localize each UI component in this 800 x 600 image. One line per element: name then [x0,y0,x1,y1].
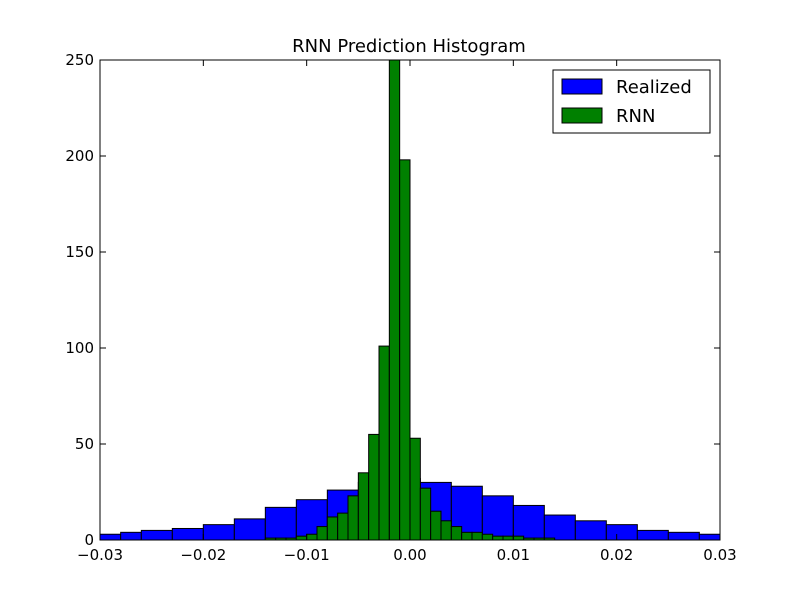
chart-title: RNN Prediction Histogram [292,36,526,57]
bar-rnn-22 [471,531,483,541]
bar-realized-16 [574,520,607,541]
bar-rnn-7 [316,526,328,541]
y-tick-label: 250 [65,51,94,69]
bar-realized-6 [264,506,297,541]
y-tick-label: 200 [65,147,94,165]
x-tick-label: 0.01 [497,546,530,564]
legend-label-realized: Realized [616,77,692,98]
legend-swatch-rnn [561,107,603,124]
bar-rnn-10 [347,495,359,541]
bar-realized-20 [698,533,721,541]
bar-rnn-24 [492,535,504,541]
bar-rnn-8 [326,516,339,541]
bar-realized-18 [636,529,669,541]
x-tick-label: −0.03 [77,546,123,564]
bar-realized-3 [171,527,204,541]
bar-rnn-26 [512,535,525,541]
y-tick-label: 150 [65,243,94,261]
bar-rnn-21 [461,531,473,541]
bar-realized-5 [233,518,266,541]
bar-realized-15 [543,514,576,541]
bar-rnn-14 [388,59,401,541]
bar-rnn-11 [357,472,370,541]
bar-rnn-6 [306,533,318,541]
bar-realized-0 [99,533,122,541]
x-tick-label: 0.03 [703,546,736,564]
bar-realized-2 [140,529,173,541]
bar-rnn-15 [399,159,411,541]
legend-swatch-realized [561,78,603,95]
bar-rnn-17 [419,487,432,541]
bar-rnn-18 [430,510,442,541]
bar-rnn-16 [409,437,421,541]
bar-rnn-13 [378,345,390,541]
bar-rnn-5 [295,535,308,541]
legend: Realized RNN [552,69,711,134]
bar-rnn-19 [440,520,452,541]
y-tick-label: 100 [65,339,94,357]
ticks-layer: −0.03 −0.02 −0.01 0.00 0.01 0.02 0.03 0 50 100 150… [65,51,736,564]
x-tick-label: −0.01 [284,546,330,564]
x-tick-label: 0.02 [600,546,633,564]
bar-realized-1 [120,531,142,541]
x-tick-label: 0.00 [393,546,426,564]
bar-rnn-12 [368,433,380,541]
y-tick-label: 0 [84,531,94,549]
bar-realized-17 [605,524,638,541]
y-tick-label: 50 [75,435,94,453]
bar-rnn-20 [450,526,463,541]
bar-rnn-9 [337,512,349,541]
x-tick-label: −0.02 [180,546,226,564]
bar-realized-14 [512,504,545,541]
bars-layer [99,59,721,541]
bar-realized-19 [667,531,700,541]
bar-realized-13 [481,495,514,541]
bar-rnn-25 [502,535,514,541]
bar-realized-4 [202,524,235,541]
legend-label-rnn: RNN [616,106,655,127]
bar-rnn-23 [481,533,494,541]
